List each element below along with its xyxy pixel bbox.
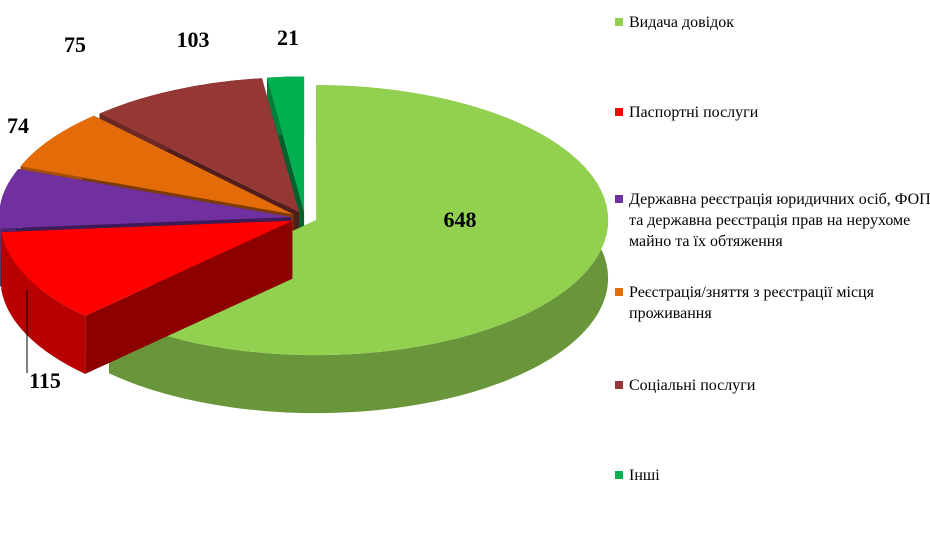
slice [1, 220, 293, 374]
legend-swatch [615, 18, 623, 26]
legend-label: Видача довідок [629, 14, 735, 31]
legend-label: Соціальні послуги [629, 377, 756, 394]
slice-top [267, 76, 305, 212]
legend-swatch [615, 195, 623, 203]
legend-label: Реєстрація/зняття з реєстрації місця про… [629, 284, 874, 322]
legend-entry: Паспортні послуги [615, 102, 930, 123]
slice-top [0, 169, 292, 229]
legend-entry: Державна реєстрація юридичних осіб, ФОП … [615, 189, 930, 252]
legend-entry: Інші [615, 465, 930, 486]
legend-swatch [615, 471, 623, 479]
slice-top [20, 115, 294, 215]
legend-entry: Видача довідок [615, 12, 930, 33]
data-label: 103 [177, 27, 210, 52]
legend-label: Паспортні послуги [629, 104, 759, 121]
data-label: 21 [277, 25, 299, 50]
slice-top [1, 220, 293, 316]
legend-label: Державна реєстрація юридичних осіб, ФОП … [629, 191, 930, 250]
data-label: 74 [7, 113, 29, 138]
legend-swatch [615, 381, 623, 389]
data-label: 75 [64, 32, 86, 57]
legend-entry: Реєстрація/зняття з реєстрації місця про… [615, 282, 930, 324]
slice-top [99, 78, 300, 213]
slice-side [1, 232, 86, 374]
chart: 648 115 74 75 103 21 [0, 25, 609, 414]
legend-entry: Соціальні послуги [615, 375, 930, 396]
legend-label: Інші [629, 467, 660, 484]
data-label: 648 [444, 207, 477, 232]
legend-swatch [615, 108, 623, 116]
legend-swatch [615, 288, 623, 296]
data-label: 115 [29, 368, 61, 393]
